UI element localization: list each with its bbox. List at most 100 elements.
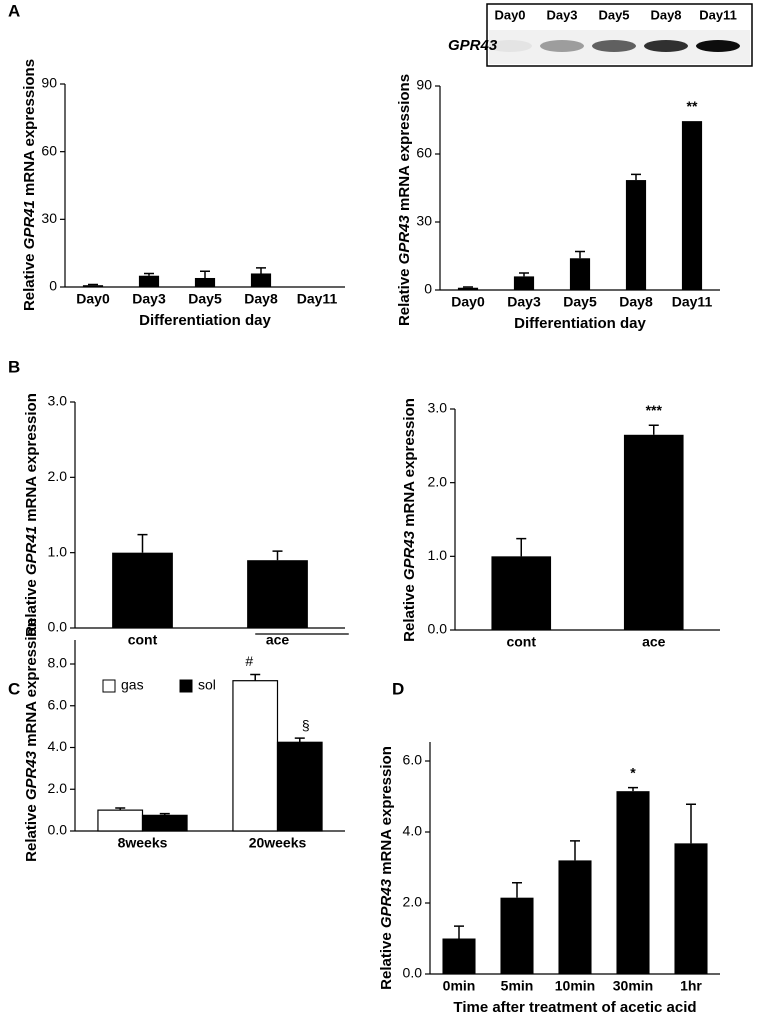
bar bbox=[558, 860, 592, 974]
x-tick-label: Day0 bbox=[451, 294, 485, 310]
y-axis-label-part: GPR41 bbox=[21, 200, 38, 249]
bar bbox=[138, 275, 160, 287]
y-axis-label-part: GPR43 bbox=[396, 214, 413, 264]
x-tick-label: ace bbox=[266, 632, 290, 648]
bar bbox=[247, 560, 308, 628]
bar bbox=[82, 285, 104, 287]
error-bar bbox=[512, 882, 522, 898]
bar bbox=[457, 287, 479, 290]
panel-label: B bbox=[8, 357, 20, 376]
error-bar bbox=[294, 737, 305, 743]
bar bbox=[681, 121, 703, 290]
error-bar bbox=[144, 272, 154, 276]
x-tick-label: Day5 bbox=[563, 294, 597, 310]
error-bar bbox=[631, 173, 641, 181]
y-tick-label: 0.0 bbox=[403, 965, 423, 981]
y-tick-label: 90 bbox=[41, 75, 57, 91]
x-axis-label: Differentiation day bbox=[139, 312, 271, 329]
blot-band bbox=[540, 40, 584, 52]
blot-band bbox=[488, 40, 532, 52]
bar bbox=[616, 791, 650, 974]
y-axis-label-part: Relative bbox=[401, 580, 418, 642]
error-bar bbox=[570, 840, 580, 861]
bar bbox=[276, 741, 323, 832]
y-tick-label: 90 bbox=[416, 77, 432, 93]
panel-label: A bbox=[8, 1, 20, 20]
y-tick-label: 0.0 bbox=[48, 822, 68, 838]
x-tick-label: 5min bbox=[501, 978, 534, 994]
bar bbox=[112, 552, 173, 628]
y-tick-label: 2.0 bbox=[403, 894, 423, 910]
error-bar bbox=[250, 673, 261, 681]
y-tick-label: 3.0 bbox=[428, 400, 448, 416]
bar bbox=[500, 897, 534, 974]
y-axis-label-part: mRNA expression bbox=[23, 393, 40, 526]
x-tick-label: 0min bbox=[443, 978, 476, 994]
y-tick-label: 4.0 bbox=[403, 823, 423, 839]
bar bbox=[194, 277, 216, 287]
y-axis-label: Relative GPR41 mRNA expressions bbox=[21, 59, 38, 311]
error-bar bbox=[575, 250, 585, 259]
x-tick-label: 1hr bbox=[680, 978, 702, 994]
y-tick-label: 2.0 bbox=[428, 473, 448, 489]
y-axis-label-part: mRNA expression bbox=[23, 618, 40, 751]
error-bar bbox=[115, 807, 126, 811]
blot-lane-label: Day0 bbox=[494, 7, 525, 22]
y-tick-label: 0 bbox=[424, 281, 432, 297]
x-tick-label: 10min bbox=[555, 978, 595, 994]
y-tick-label: 0.0 bbox=[48, 619, 68, 635]
y-tick-label: 3.0 bbox=[48, 393, 68, 409]
y-tick-label: 2.0 bbox=[48, 780, 68, 796]
blot-label: GPR43 bbox=[448, 37, 498, 54]
x-tick-label: Day3 bbox=[132, 291, 166, 307]
bar bbox=[250, 273, 272, 287]
blot-lane-label: Day5 bbox=[598, 7, 629, 22]
y-axis-label-part: Relative bbox=[23, 575, 40, 637]
y-axis-label-part: mRNA expression bbox=[401, 398, 418, 531]
y-axis-label-part: Relative bbox=[378, 928, 395, 990]
y-tick-label: 0 bbox=[49, 278, 57, 294]
y-axis-label-part: GPR43 bbox=[378, 878, 395, 928]
y-axis-label-part: Relative bbox=[23, 800, 40, 862]
y-tick-label: 60 bbox=[41, 142, 57, 158]
bar bbox=[674, 843, 708, 974]
bar bbox=[141, 814, 188, 832]
panel-label: D bbox=[392, 679, 404, 698]
error-bar bbox=[137, 533, 148, 553]
blot-band bbox=[644, 40, 688, 52]
x-tick-label: Day8 bbox=[244, 291, 278, 307]
bar bbox=[625, 180, 647, 290]
legend-label: gas bbox=[121, 677, 144, 693]
significance-label: § bbox=[302, 717, 310, 733]
error-bar bbox=[686, 803, 696, 844]
error-bar bbox=[516, 537, 527, 557]
error-bar bbox=[88, 283, 98, 286]
y-tick-label: 2.0 bbox=[48, 468, 68, 484]
significance-label: # bbox=[245, 653, 253, 669]
panel-label: C bbox=[8, 679, 20, 698]
bar bbox=[232, 680, 279, 832]
y-tick-label: 8.0 bbox=[48, 655, 68, 671]
y-tick-label: 4.0 bbox=[48, 738, 68, 754]
y-axis-label: Relative GPR41 mRNA expression bbox=[23, 393, 40, 637]
x-tick-label: 8weeks bbox=[118, 835, 168, 851]
error-bar bbox=[628, 786, 638, 792]
bar bbox=[513, 276, 535, 290]
y-axis-label: Relative GPR43 mRNA expressions bbox=[396, 74, 413, 326]
y-axis-label-part: GPR41 bbox=[23, 526, 40, 575]
y-axis-label-part: GPR43 bbox=[23, 750, 40, 800]
x-tick-label: cont bbox=[506, 634, 536, 650]
y-tick-label: 1.0 bbox=[48, 543, 68, 559]
blot-band bbox=[696, 40, 740, 52]
x-tick-label: Day3 bbox=[507, 294, 541, 310]
y-tick-label: 6.0 bbox=[48, 696, 68, 712]
y-tick-label: 0.0 bbox=[428, 621, 448, 637]
y-axis-label-part: mRNA expression bbox=[378, 746, 395, 879]
x-tick-label: ace bbox=[642, 634, 666, 650]
significance-label: * bbox=[630, 764, 636, 780]
significance-label: *** bbox=[646, 402, 663, 418]
y-tick-label: 60 bbox=[416, 145, 432, 161]
x-tick-label: Day11 bbox=[297, 291, 338, 307]
blot-band bbox=[592, 40, 636, 52]
